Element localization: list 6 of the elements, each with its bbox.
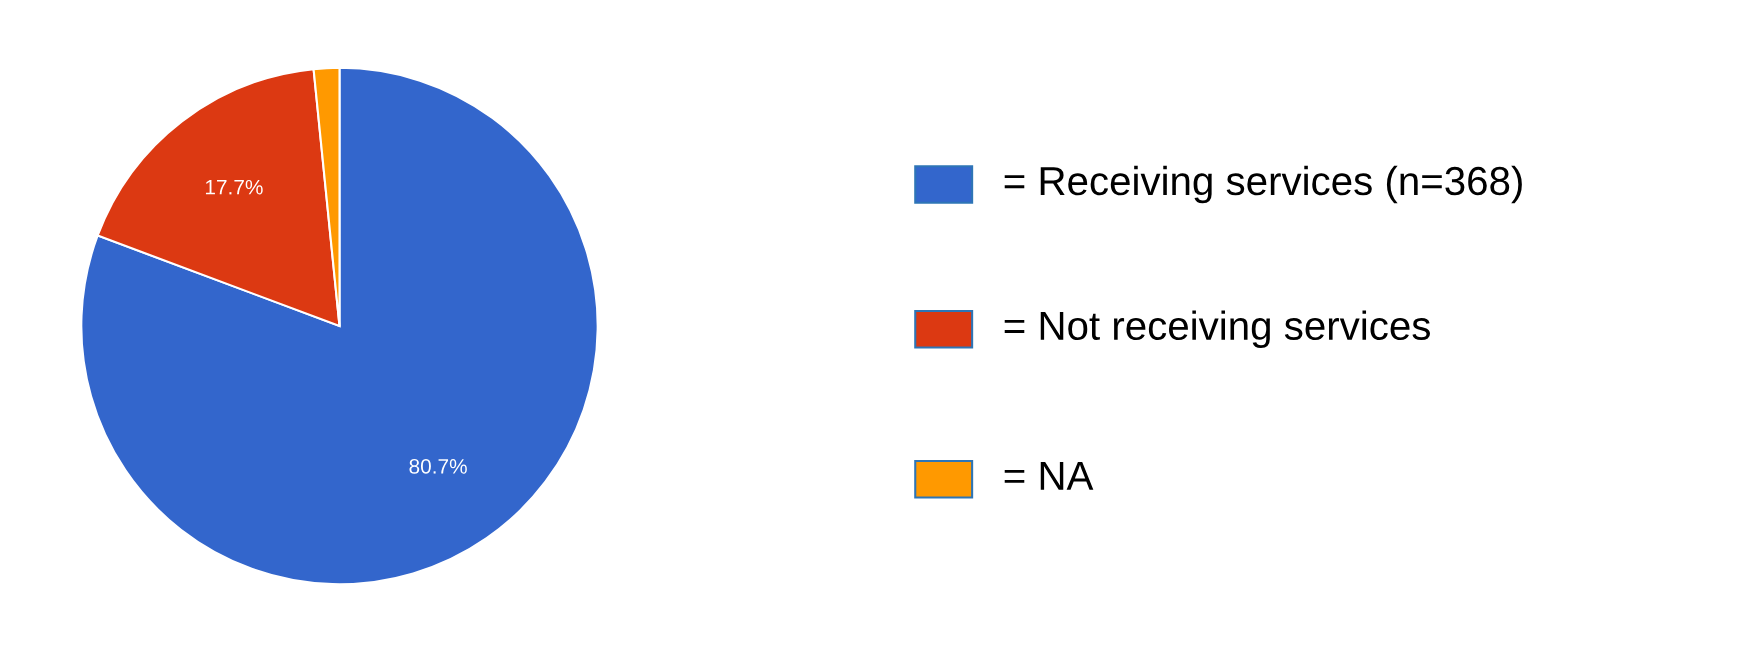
pie-slice [80,66,599,586]
legend-label: = Receiving services (n=368) [1004,165,1522,204]
data-label: 80.7% [409,458,467,474]
legend-label: = NA [1004,461,1094,490]
legend-label: = Not receiving services [1004,310,1430,349]
data-label: 17.7% [205,179,263,195]
